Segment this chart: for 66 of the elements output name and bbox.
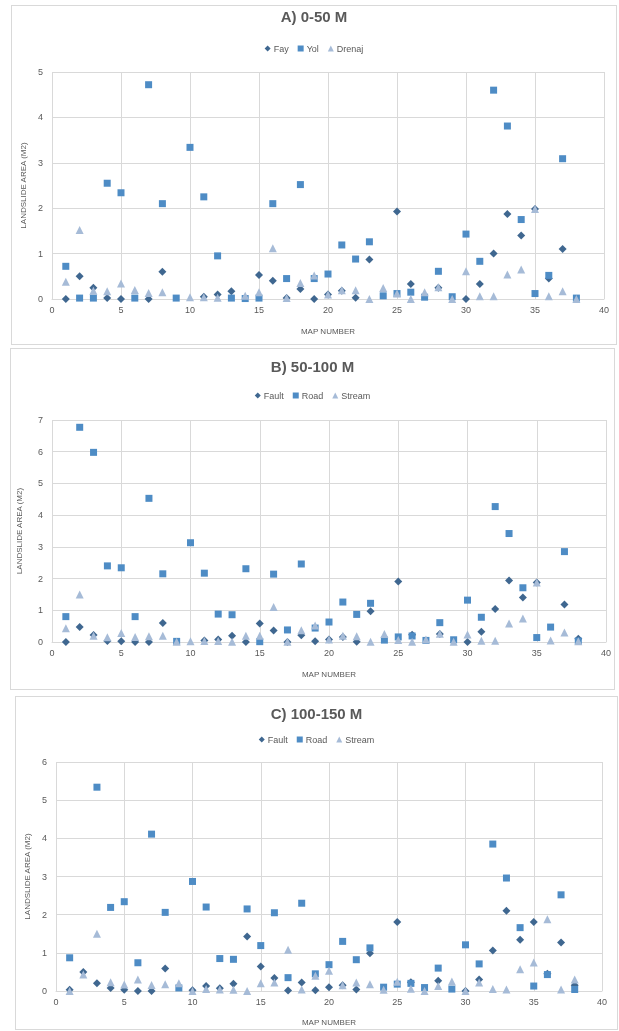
- x-axis-title: MAP NUMBER: [301, 1017, 357, 1027]
- y-tick-label: 0: [37, 294, 43, 304]
- y-tick-label: 4: [37, 112, 43, 123]
- x-tick-label: 40: [598, 304, 610, 315]
- y-tick-label: 3: [41, 871, 47, 882]
- legend-label: Stream: [345, 734, 375, 745]
- legend-label: Drenaj: [336, 43, 364, 54]
- y-tick-label: 2: [37, 203, 43, 214]
- x-tick-label: 5: [118, 647, 124, 658]
- x-tick-label: 35: [528, 996, 539, 1007]
- y-tick-label: 6: [37, 446, 43, 457]
- x-tick-label: 15: [254, 647, 265, 658]
- legend-label: Road: [301, 390, 324, 401]
- y-tick-label: 5: [37, 478, 43, 489]
- legend-label: Road: [305, 734, 328, 745]
- x-tick-label: 40: [596, 996, 608, 1007]
- x-tick-label: 10: [187, 996, 198, 1007]
- chart-title: A) 0-50 M: [280, 8, 348, 25]
- x-tick-label: 15: [255, 996, 266, 1007]
- x-tick-label: 15: [253, 304, 265, 315]
- y-tick-label: 0: [41, 986, 47, 996]
- y-tick-label: 1: [37, 248, 43, 259]
- y-tick-label: 3: [37, 157, 43, 168]
- x-tick-label: 30: [460, 996, 471, 1007]
- legend-label: Stream: [341, 390, 371, 401]
- y-tick-label: 3: [37, 541, 43, 552]
- y-tick-label: 4: [41, 833, 47, 844]
- x-tick-label: 30: [462, 647, 473, 658]
- legend-label: Fay: [273, 43, 290, 54]
- y-tick-label: 5: [41, 795, 47, 806]
- x-tick-label: 0: [53, 996, 59, 1007]
- y-axis-title: LANDSLIDE AREA (M2): [22, 833, 32, 920]
- y-axis-title: LANDSLIDE AREA (M2): [14, 487, 24, 575]
- chart-title: C) 100-150 M: [270, 705, 363, 722]
- y-tick-label: 2: [41, 909, 47, 920]
- x-tick-label: 10: [184, 304, 196, 315]
- x-tick-label: 25: [392, 996, 403, 1007]
- x-tick-label: 5: [118, 304, 124, 315]
- y-tick-label: 1: [37, 605, 43, 616]
- y-tick-label: 1: [41, 947, 47, 958]
- x-tick-label: 20: [323, 996, 335, 1007]
- y-tick-label: 7: [37, 415, 43, 425]
- y-axis-title: LANDSLIDE AREA (M2): [18, 142, 28, 229]
- x-tick-label: 0: [49, 647, 55, 658]
- x-tick-label: 35: [531, 647, 542, 658]
- x-tick-label: 0: [49, 304, 55, 315]
- x-tick-label: 20: [323, 647, 335, 658]
- x-tick-label: 30: [460, 304, 472, 315]
- x-axis-title: MAP NUMBER: [301, 669, 357, 679]
- y-tick-label: 5: [37, 67, 43, 77]
- legend-label: Yol: [306, 43, 319, 54]
- x-tick-label: 25: [393, 647, 404, 658]
- chart-title: B) 50-100 M: [270, 358, 355, 375]
- x-tick-label: 20: [322, 304, 334, 315]
- x-tick-label: 10: [185, 647, 196, 658]
- x-tick-label: 5: [121, 996, 127, 1007]
- legend-label: Fault: [267, 734, 289, 745]
- legend-label: Fault: [263, 390, 285, 401]
- y-tick-label: 0: [37, 637, 43, 647]
- x-tick-label: 35: [529, 304, 541, 315]
- x-axis-title: MAP NUMBER: [300, 326, 356, 336]
- x-tick-label: 40: [600, 647, 612, 658]
- y-tick-label: 2: [37, 573, 43, 584]
- y-tick-label: 4: [37, 510, 43, 521]
- x-tick-label: 25: [391, 304, 403, 315]
- y-tick-label: 6: [41, 757, 47, 767]
